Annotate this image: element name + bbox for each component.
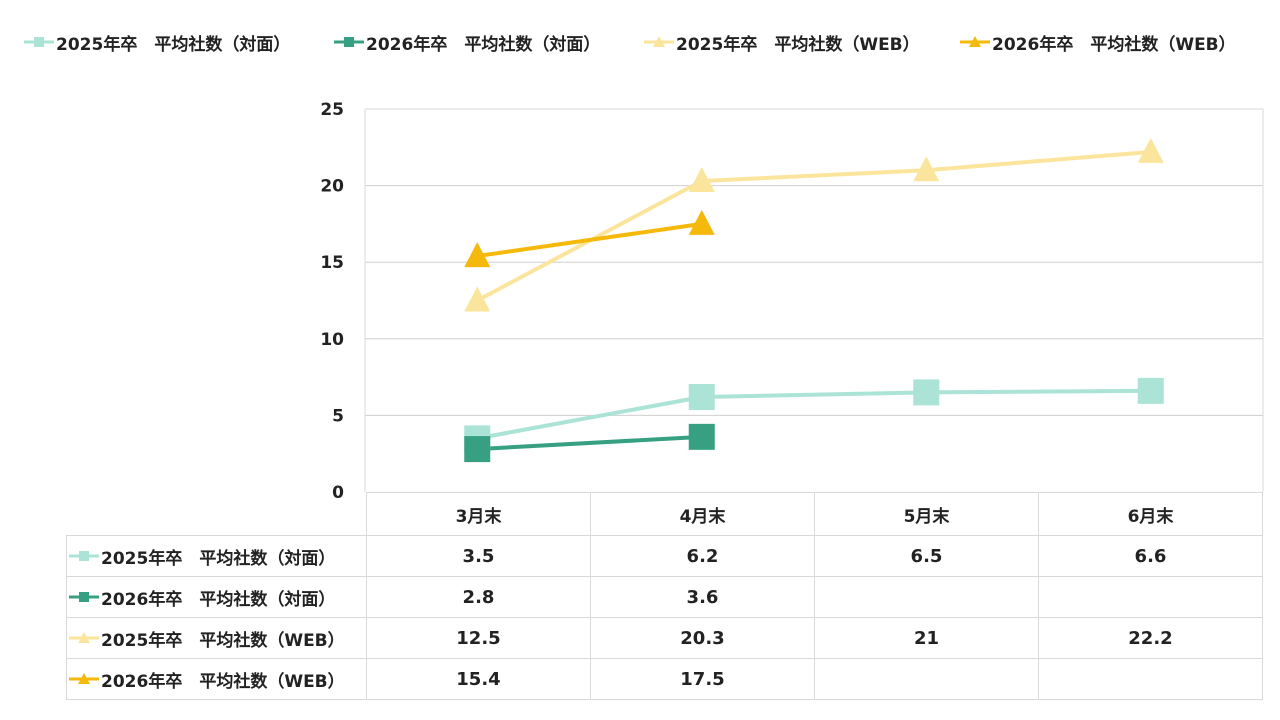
- legend-item-2026-web: 2026年卒 平均社数（WEB）: [960, 28, 1236, 56]
- table-cell: 6.6: [1038, 535, 1263, 577]
- data-point-triangle: [464, 286, 491, 312]
- data-table: 3月末 4月末 5月末 6月末 2025年卒 平均社数（対面） 3.5 6.2 …: [66, 492, 1263, 700]
- table-row: 2026年卒 平均社数（対面） 2.8 3.6: [66, 576, 1263, 618]
- y-tick-label: 5: [332, 406, 344, 426]
- legend-swatch-2026-face: [334, 37, 364, 47]
- legend-swatch-2025-face: [24, 37, 54, 47]
- data-point-triangle: [913, 156, 940, 182]
- legend-item-2025-web: 2025年卒 平均社数（WEB）: [644, 28, 920, 56]
- table-swatch-2025-face: [69, 551, 99, 561]
- table-cell: 3.6: [590, 576, 815, 618]
- table-row: 2025年卒 平均社数（対面） 3.5 6.2 6.5 6.6: [66, 535, 1263, 577]
- legend-swatch-2025-web: [644, 36, 674, 47]
- series-line-2: [476, 149, 1151, 303]
- table-row: 2025年卒 平均社数（WEB） 12.5 20.3 21 22.2: [66, 617, 1263, 659]
- data-point-square: [1137, 377, 1164, 404]
- series-lines: [476, 149, 1151, 452]
- table-swatch-2025-web: [69, 632, 99, 643]
- table-row-label: 2025年卒 平均社数（WEB）: [101, 630, 345, 651]
- table-cell: 3.5: [366, 535, 591, 577]
- legend-swatch-2026-web: [960, 36, 990, 47]
- table-cell: 2.8: [366, 576, 591, 618]
- data-point-triangle: [688, 209, 715, 235]
- table-corner: [66, 492, 367, 536]
- table-row-header: 2025年卒 平均社数（対面）: [66, 535, 367, 577]
- data-point-triangle: [1137, 137, 1164, 163]
- table-row: 2026年卒 平均社数（WEB） 15.4 17.5: [66, 658, 1263, 700]
- y-tick-label: 20: [320, 177, 344, 197]
- table-swatch-2026-face: [69, 592, 99, 602]
- table-cell: [814, 576, 1039, 618]
- table-cell: [1038, 576, 1263, 618]
- y-tick-label: 25: [320, 100, 344, 120]
- series-line-3: [476, 221, 703, 259]
- table-cell: 21: [814, 617, 1039, 659]
- series-line-1: [477, 434, 702, 452]
- data-point-square: [464, 436, 491, 463]
- legend-label-2026-web: 2026年卒 平均社数（WEB）: [992, 34, 1236, 55]
- data-point-triangle: [464, 242, 491, 268]
- legend-label-2026-face: 2026年卒 平均社数（対面）: [366, 34, 601, 55]
- legend-label-2025-web: 2025年卒 平均社数（WEB）: [676, 34, 920, 55]
- data-point-square: [688, 423, 715, 450]
- legend-label-2025-face: 2025年卒 平均社数（対面）: [56, 34, 291, 55]
- table-col-header: 6月末: [1038, 492, 1263, 536]
- legend-item-2026-face: 2026年卒 平均社数（対面）: [334, 28, 600, 56]
- y-tick-label: 15: [320, 253, 344, 273]
- table-cell: 22.2: [1038, 617, 1263, 659]
- table-header-row: 3月末 4月末 5月末 6月末: [66, 492, 1263, 536]
- table-cell: 6.5: [814, 535, 1039, 577]
- table-cell: 6.2: [590, 535, 815, 577]
- table-row-label: 2025年卒 平均社数（対面）: [101, 548, 336, 569]
- table-row-header: 2026年卒 平均社数（対面）: [66, 576, 367, 618]
- data-point-triangle: [688, 167, 715, 193]
- series-line-0: [476, 388, 1151, 441]
- table-swatch-2026-web: [69, 673, 99, 684]
- table-row-label: 2026年卒 平均社数（WEB）: [101, 671, 345, 692]
- table-col-header: 3月末: [366, 492, 591, 536]
- gridlines: [364, 108, 1264, 492]
- table-cell: [1038, 658, 1263, 700]
- table-row-header: 2025年卒 平均社数（WEB）: [66, 617, 367, 659]
- data-point-square: [913, 379, 940, 406]
- table-row-label: 2026年卒 平均社数（対面）: [101, 589, 336, 610]
- table-cell: [814, 658, 1039, 700]
- table-col-header: 4月末: [590, 492, 815, 536]
- table-row-header: 2026年卒 平均社数（WEB）: [66, 658, 367, 700]
- table-cell: 20.3: [590, 617, 815, 659]
- series-markers: [464, 137, 1164, 463]
- data-point-square: [688, 384, 715, 411]
- y-tick-label: 10: [320, 330, 344, 350]
- chart-legend: 2025年卒 平均社数（対面） 2026年卒 平均社数（対面） 2025年卒 平…: [24, 28, 1264, 56]
- table-cell: 17.5: [590, 658, 815, 700]
- table-cell: 12.5: [366, 617, 591, 659]
- table-cell: 15.4: [366, 658, 591, 700]
- legend-item-2025-face: 2025年卒 平均社数（対面）: [24, 28, 290, 56]
- table-col-header: 5月末: [814, 492, 1039, 536]
